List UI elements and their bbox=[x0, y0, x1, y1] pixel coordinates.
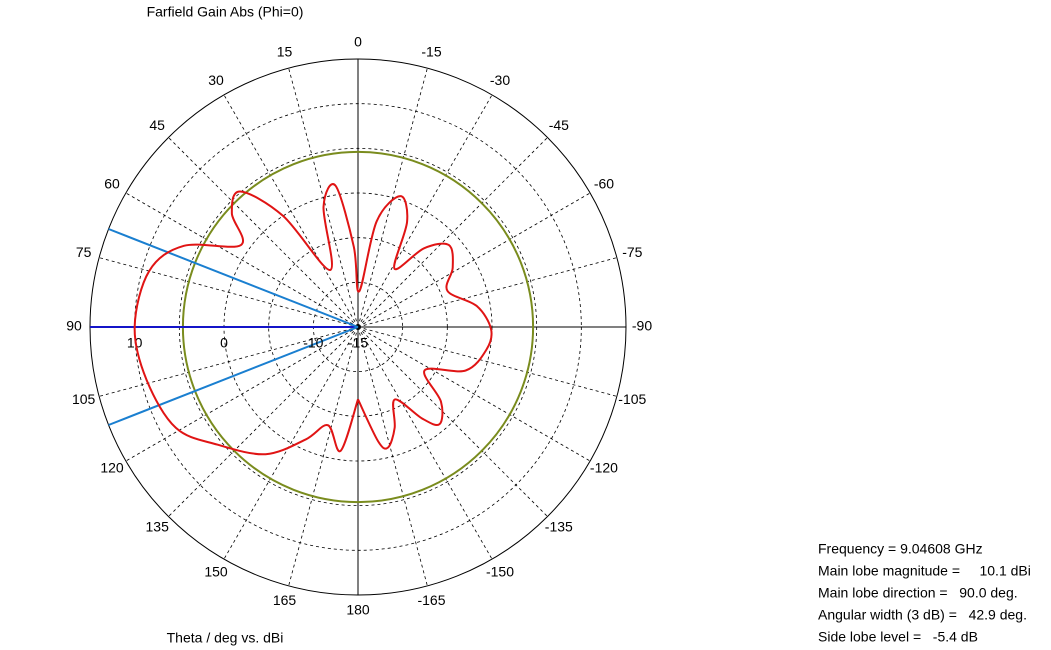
angle-label: 135 bbox=[146, 519, 170, 535]
spoke bbox=[357, 68, 428, 328]
angle-label: -45 bbox=[549, 117, 569, 133]
spoke bbox=[168, 326, 359, 517]
width-line bbox=[108, 326, 359, 426]
angle-label: 180 bbox=[346, 602, 370, 618]
angle-label: -75 bbox=[622, 244, 642, 260]
spoke bbox=[357, 326, 428, 586]
angle-label: 45 bbox=[149, 117, 165, 133]
angle-label: -120 bbox=[590, 460, 618, 476]
angle-label: 60 bbox=[104, 176, 120, 192]
spoke bbox=[357, 326, 493, 560]
spoke bbox=[99, 326, 359, 397]
angle-label: -105 bbox=[618, 391, 646, 407]
angle-label: 120 bbox=[100, 460, 124, 476]
spoke bbox=[357, 326, 548, 517]
spoke bbox=[288, 326, 359, 586]
spoke bbox=[168, 137, 359, 328]
spoke bbox=[223, 94, 359, 328]
angle-label: -150 bbox=[486, 564, 514, 580]
info-line: Frequency = 9.04608 GHz bbox=[818, 541, 983, 557]
info-line: Side lobe level = -5.4 dB bbox=[818, 629, 978, 645]
angle-label: 30 bbox=[208, 72, 224, 88]
spoke bbox=[99, 257, 359, 328]
info-line: Main lobe magnitude = 10.1 dBi bbox=[818, 563, 1031, 579]
angle-label: 15 bbox=[277, 43, 293, 59]
spoke bbox=[357, 137, 548, 328]
angle-label: -60 bbox=[594, 176, 614, 192]
angle-label: -90 bbox=[632, 318, 652, 334]
r-tick-label: -15 bbox=[348, 335, 368, 351]
angle-label: 165 bbox=[273, 592, 297, 608]
spoke bbox=[125, 326, 359, 462]
angle-label: 0 bbox=[354, 34, 362, 50]
chart-title: Farfield Gain Abs (Phi=0) bbox=[147, 4, 304, 20]
spoke bbox=[223, 326, 359, 560]
info-line: Main lobe direction = 90.0 deg. bbox=[818, 585, 1018, 601]
angle-label: -15 bbox=[421, 43, 441, 59]
r-tick-label: -10 bbox=[303, 335, 323, 351]
gain-curve bbox=[133, 183, 493, 456]
angle-label: 150 bbox=[204, 564, 228, 580]
spoke bbox=[357, 94, 493, 328]
info-line: Angular width (3 dB) = 42.9 deg. bbox=[818, 607, 1027, 623]
spoke bbox=[125, 192, 359, 328]
spoke bbox=[357, 192, 591, 328]
spoke bbox=[357, 326, 591, 462]
axis-label: Theta / deg vs. dBi bbox=[167, 630, 284, 646]
angle-label: 90 bbox=[66, 318, 82, 334]
angle-label: -30 bbox=[490, 72, 510, 88]
angle-label: 75 bbox=[76, 244, 92, 260]
r-tick-label: 0 bbox=[220, 335, 228, 351]
angle-label: -135 bbox=[545, 519, 573, 535]
spoke bbox=[357, 257, 617, 328]
width-line bbox=[108, 228, 359, 328]
spoke bbox=[288, 68, 359, 328]
angle-label: -165 bbox=[417, 592, 445, 608]
spoke bbox=[357, 326, 617, 397]
angle-label: 105 bbox=[72, 391, 96, 407]
